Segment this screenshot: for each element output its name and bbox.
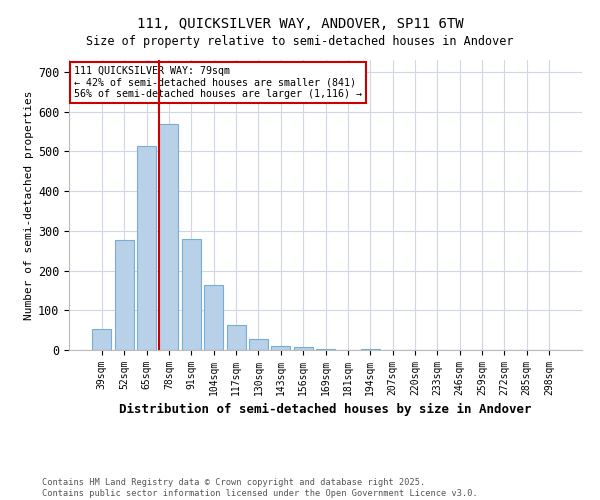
- Bar: [137, 146, 156, 350]
- Text: 111 QUICKSILVER WAY: 79sqm
← 42% of semi-detached houses are smaller (841)
56% o: 111 QUICKSILVER WAY: 79sqm ← 42% of semi…: [74, 66, 362, 99]
- Bar: [361, 349, 380, 350]
- Bar: [182, 239, 201, 350]
- Bar: [92, 330, 112, 350]
- Text: 111, QUICKSILVER WAY, ANDOVER, SP11 6TW: 111, QUICKSILVER WAY, ANDOVER, SP11 6TW: [137, 18, 463, 32]
- Bar: [160, 124, 178, 350]
- Y-axis label: Number of semi-detached properties: Number of semi-detached properties: [24, 90, 34, 320]
- Bar: [227, 326, 245, 350]
- Bar: [204, 285, 223, 350]
- Bar: [316, 349, 335, 350]
- Bar: [271, 346, 290, 350]
- Bar: [293, 347, 313, 350]
- Bar: [249, 339, 268, 350]
- X-axis label: Distribution of semi-detached houses by size in Andover: Distribution of semi-detached houses by …: [119, 404, 532, 416]
- Text: Contains HM Land Registry data © Crown copyright and database right 2025.
Contai: Contains HM Land Registry data © Crown c…: [42, 478, 478, 498]
- Text: Size of property relative to semi-detached houses in Andover: Size of property relative to semi-detach…: [86, 35, 514, 48]
- Bar: [115, 240, 134, 350]
